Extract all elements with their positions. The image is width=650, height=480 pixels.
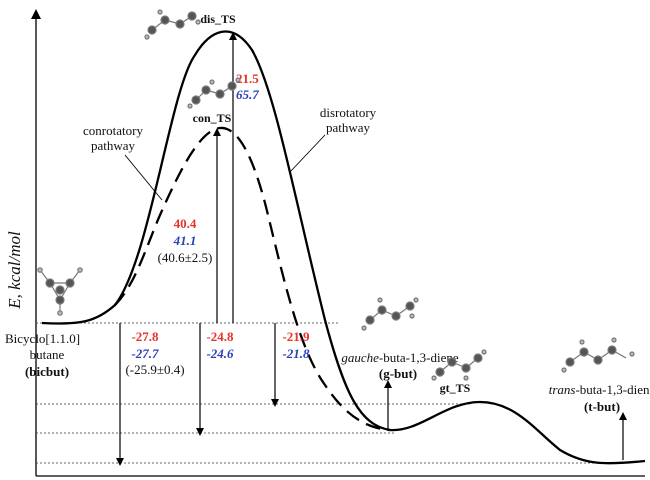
gt-ts-molecule-image — [431, 349, 487, 381]
bicbut-gbut-value-red: -24.8 — [206, 329, 234, 344]
bicbut-name-line2: butane — [30, 347, 65, 362]
dis-ts-label: dis_TS — [200, 12, 236, 26]
con-barrier-value-blue: 41.1 — [173, 233, 197, 248]
bicbut-tbut-value-red: -27.8 — [131, 329, 159, 344]
dis-barrier-value-blue: 65.7 — [236, 87, 259, 102]
dis-ts-molecule-image — [144, 9, 201, 40]
conrotatory-label-line1: conrotatory — [83, 123, 143, 138]
disrotatory-pointer — [289, 134, 326, 173]
gbut-abbr: (g-but) — [379, 366, 417, 381]
bicbut-tbut-value-blue: -27.7 — [131, 346, 159, 361]
bicbut-gt-value-blue: -21.8 — [282, 346, 310, 361]
disrotatory-label-line2: pathway — [326, 120, 371, 135]
tbut-name: trans-buta-1,3-diene — [549, 382, 650, 397]
bicbut-gt-value-red: -21.9 — [282, 329, 310, 344]
bicbut-name-line1: Bicyclo[1.1.0] — [5, 331, 80, 346]
con-ts-label: con_TS — [193, 111, 232, 125]
bicbut-gbut-value-blue: -24.6 — [206, 346, 234, 361]
bicbut-tbut-value-exp: (-25.9±0.4) — [125, 362, 184, 377]
conrotatory-pointer — [124, 154, 163, 201]
conrotatory-curve — [114, 126, 391, 432]
tbut-abbr: (t-but) — [584, 399, 620, 414]
conrotatory-label-line2: pathway — [91, 138, 136, 153]
con-barrier-value-exp: (40.6±2.5) — [158, 250, 213, 265]
dis-barrier-value-red: 21.5 — [236, 71, 259, 86]
y-axis-label: E, kcal/mol — [5, 231, 24, 310]
con-barrier-value-red: 40.4 — [174, 216, 197, 231]
disrotatory-label-line1: disrotatory — [320, 105, 377, 120]
bicbut-abbr: (bicbut) — [25, 364, 69, 379]
gt-ts-label: gt_TS — [440, 381, 471, 395]
con-ts-molecule-image — [187, 77, 241, 109]
gbut-molecule-image — [361, 297, 419, 331]
bicbut-molecule-image — [37, 267, 83, 316]
disrotatory-curve — [41, 30, 646, 465]
tbut-molecule-image — [561, 337, 635, 373]
gbut-name: gauche-buta-1,3-diene — [341, 350, 459, 365]
